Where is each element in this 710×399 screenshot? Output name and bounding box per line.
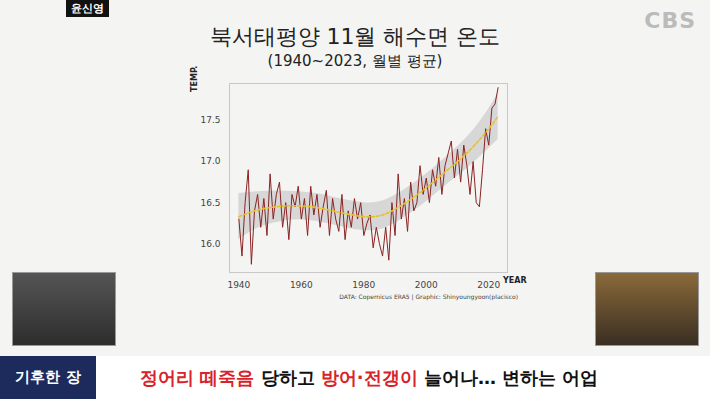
svg-text:1940: 1940 (227, 280, 250, 290)
html-text:윤신영: 윤신영 (71, 2, 104, 15)
html-text:기후한 장: 기후한 장 (15, 368, 81, 386)
html-text:YEAR: YEAR (503, 276, 527, 285)
html-text:CBS: CBS (644, 8, 696, 33)
html-text:DATA: Copernicus ERA5 | Graphi: DATA: Copernicus ERA5 | Graphic: Shinyou… (339, 293, 518, 300)
svg-text:1980: 1980 (352, 280, 375, 290)
svg-text:17.5: 17.5 (200, 115, 220, 125)
html-text:북서태평양 11월 해수면 온도: 북서태평양 11월 해수면 온도 (209, 24, 501, 49)
svg-text:16.0: 16.0 (200, 239, 220, 249)
html-text:(1940~2023, 월별 평균): (1940~2023, 월별 평균) (267, 52, 443, 70)
html-text:정어리 떼죽음당하고방어·전갱이늘어나… 변하는 어업: 정어리 떼죽음당하고방어·전갱이늘어나… 변하는 어업 (140, 367, 599, 388)
svg-text:1960: 1960 (290, 280, 313, 290)
svg-text:17.0: 17.0 (200, 156, 220, 166)
svg-text:16.5: 16.5 (200, 198, 220, 208)
svg-text:2020: 2020 (477, 280, 500, 290)
html-text:TEMP.: TEMP. (190, 65, 199, 92)
svg-text:2000: 2000 (415, 280, 438, 290)
